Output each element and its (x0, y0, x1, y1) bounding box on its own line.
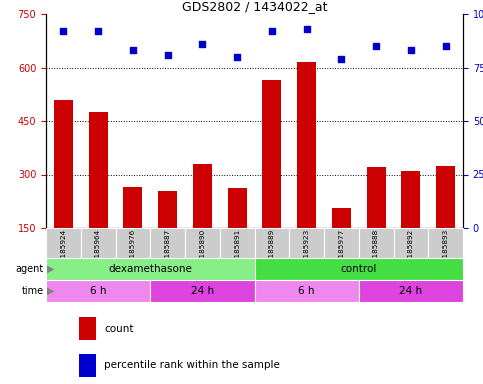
Point (268, 28, 276, 34)
Point (233, 54, 241, 60)
Bar (262, 80, 282, 228)
Text: ▶: ▶ (47, 264, 55, 274)
Bar (289, 228, 324, 258)
Bar (436, 166, 455, 228)
Bar (394, 228, 428, 258)
Text: 24 h: 24 h (191, 286, 214, 296)
Text: 6 h: 6 h (298, 286, 315, 296)
Text: control: control (341, 264, 377, 274)
Bar (88, 112, 108, 228)
Bar (46, 228, 81, 258)
Bar (359, 228, 394, 258)
Text: GSM185924: GSM185924 (60, 229, 66, 273)
Bar (79, 318, 96, 339)
Text: GSM185976: GSM185976 (130, 229, 136, 273)
Title: GDS2802 / 1434022_at: GDS2802 / 1434022_at (182, 0, 327, 13)
Text: ▶: ▶ (47, 286, 55, 296)
Text: 6 h: 6 h (90, 286, 106, 296)
Bar (255, 228, 289, 258)
Bar (367, 167, 386, 228)
Bar (193, 164, 212, 228)
Text: GSM185888: GSM185888 (373, 229, 379, 273)
Bar (401, 171, 420, 228)
Text: GSM185890: GSM185890 (199, 229, 205, 273)
Point (338, 56, 345, 62)
Text: GSM185977: GSM185977 (339, 229, 344, 273)
Point (303, 26, 311, 32)
Bar (359, 280, 463, 302)
Bar (46, 258, 255, 280)
Bar (79, 354, 96, 377)
Bar (255, 280, 359, 302)
Bar (158, 190, 177, 228)
Point (129, 47, 137, 53)
Point (407, 47, 415, 53)
Point (372, 43, 380, 49)
Bar (81, 228, 115, 258)
Point (442, 43, 450, 49)
Bar (220, 228, 255, 258)
Bar (255, 258, 463, 280)
Bar (46, 280, 150, 302)
Point (94, 28, 102, 34)
Text: GSM185892: GSM185892 (408, 229, 414, 273)
Text: GSM185923: GSM185923 (304, 229, 310, 273)
Point (164, 51, 171, 58)
Bar (428, 228, 463, 258)
Bar (150, 280, 255, 302)
Bar (332, 209, 351, 228)
Text: time: time (21, 286, 43, 296)
Point (199, 41, 206, 47)
Point (59, 28, 67, 34)
Bar (123, 187, 142, 228)
Text: dexamethasone: dexamethasone (108, 264, 192, 274)
Text: GSM185893: GSM185893 (442, 229, 449, 273)
Text: percentile rank within the sample: percentile rank within the sample (104, 361, 280, 371)
Bar (150, 228, 185, 258)
Text: 24 h: 24 h (399, 286, 423, 296)
Text: GSM185889: GSM185889 (269, 229, 275, 273)
Bar (227, 188, 247, 228)
Bar (324, 228, 359, 258)
Text: GSM185891: GSM185891 (234, 229, 240, 273)
Bar (115, 228, 150, 258)
Text: count: count (104, 323, 134, 333)
Bar (185, 228, 220, 258)
Bar (297, 62, 316, 228)
Text: GSM185964: GSM185964 (95, 229, 101, 273)
Bar (54, 99, 73, 228)
Text: GSM185887: GSM185887 (165, 229, 170, 273)
Text: agent: agent (15, 264, 43, 274)
